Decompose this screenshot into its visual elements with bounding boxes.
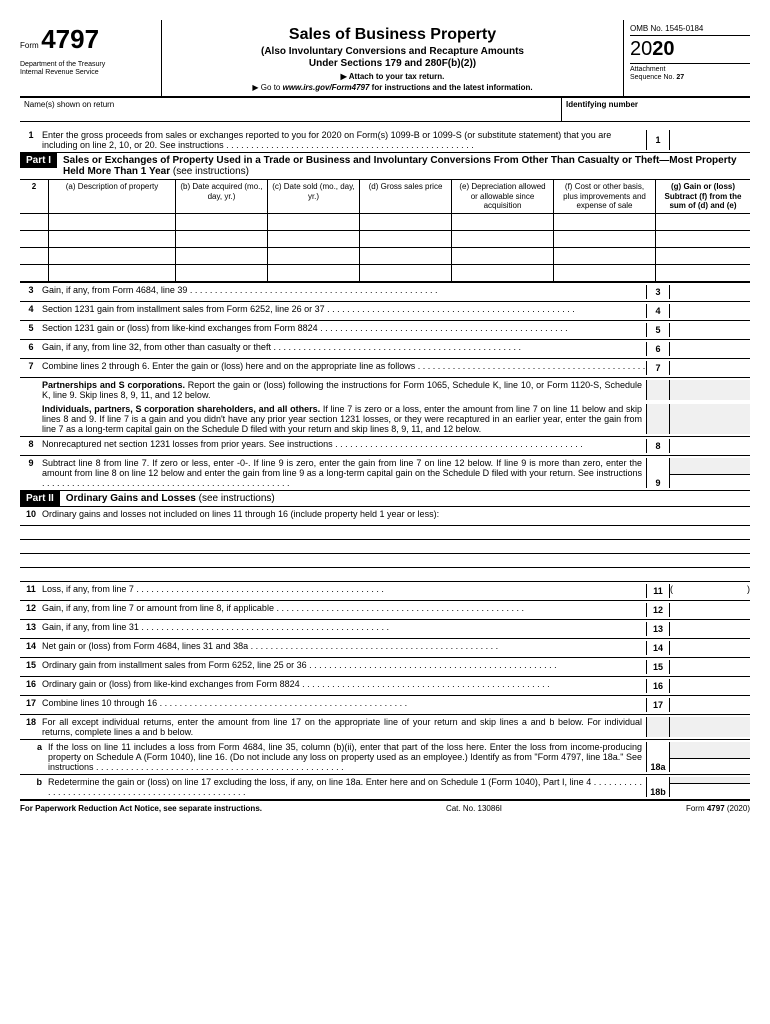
- line-1-box: 1: [646, 130, 670, 150]
- line-17: 17 Combine lines 10 through 16 17: [20, 695, 750, 714]
- form-footer: For Paperwork Reduction Act Notice, see …: [20, 799, 750, 813]
- line-7: 7 Combine lines 2 through 6. Enter the g…: [20, 358, 750, 377]
- paperwork-notice: For Paperwork Reduction Act Notice, see …: [20, 804, 262, 813]
- line-1: 1 Enter the gross proceeds from sales or…: [20, 128, 750, 152]
- col-c: (c) Date sold (mo., day, yr.): [268, 180, 360, 213]
- line-8-value[interactable]: [670, 439, 750, 453]
- col-a: (a) Description of property: [49, 180, 176, 213]
- subtitle-2: Under Sections 179 and 280F(b)(2)): [170, 58, 615, 70]
- line-4: 4 Section 1231 gain from installment sal…: [20, 301, 750, 320]
- name-id-row: Name(s) shown on return Identifying numb…: [20, 98, 750, 122]
- col-d: (d) Gross sales price: [360, 180, 452, 213]
- line-17-value[interactable]: [670, 698, 750, 712]
- footer-form-ref: Form 4797 (2020): [686, 804, 750, 813]
- instr-attach: Attach to your tax return.: [170, 72, 615, 81]
- dept-treasury: Department of the Treasury: [20, 61, 155, 69]
- col-b: (b) Date acquired (mo., day, yr.): [176, 180, 268, 213]
- omb-number: OMB No. 1545-0184: [630, 24, 750, 36]
- line-10-rows[interactable]: [20, 525, 750, 582]
- form-number: 4797: [41, 24, 99, 54]
- partnerships-block: Partnerships and S corporations. Report …: [20, 377, 750, 402]
- line-11-value[interactable]: (): [670, 584, 750, 598]
- line-2-num: 2: [20, 180, 49, 213]
- line-8: 8 Nonrecaptured net section 1231 losses …: [20, 436, 750, 455]
- line-9-value[interactable]: [670, 475, 750, 488]
- names-field[interactable]: Name(s) shown on return: [20, 98, 562, 121]
- col-g: (g) Gain or (loss) Subtract (f) from the…: [656, 180, 751, 213]
- line-16: 16 Ordinary gain or (loss) from like-kin…: [20, 676, 750, 695]
- line-15: 15 Ordinary gain from installment sales …: [20, 657, 750, 676]
- line-1-value[interactable]: [670, 130, 750, 150]
- line-18: 18 For all except individual returns, en…: [20, 714, 750, 739]
- line-11: 11 Loss, if any, from line 7 11 (): [20, 582, 750, 600]
- table-row[interactable]: [20, 213, 750, 230]
- line-4-value[interactable]: [670, 304, 750, 318]
- line-13: 13 Gain, if any, from line 31 13: [20, 619, 750, 638]
- individuals-block: Individuals, partners, S corporation sha…: [20, 402, 750, 436]
- line-14: 14 Net gain or (loss) from Form 4684, li…: [20, 638, 750, 657]
- line-5-value[interactable]: [670, 323, 750, 337]
- part-1-header: Part I Sales or Exchanges of Property Us…: [20, 152, 750, 180]
- form-label: Form: [20, 41, 39, 50]
- line-3: 3 Gain, if any, from Form 4684, line 39 …: [20, 282, 750, 301]
- line-6-value[interactable]: [670, 342, 750, 356]
- form-4797: Form 4797 Department of the Treasury Int…: [20, 20, 750, 813]
- sequence-no: Sequence No. 27: [630, 74, 750, 82]
- line-18b-value[interactable]: [670, 784, 750, 797]
- line-7-value[interactable]: [670, 361, 750, 375]
- line-15-value[interactable]: [670, 660, 750, 674]
- form-title: Sales of Business Property: [170, 26, 615, 44]
- dept-irs: Internal Revenue Service: [20, 69, 155, 77]
- col-f: (f) Cost or other basis, plus improvemen…: [554, 180, 656, 213]
- line-13-value[interactable]: [670, 622, 750, 636]
- table-row[interactable]: [20, 230, 750, 247]
- form-header: Form 4797 Department of the Treasury Int…: [20, 20, 750, 98]
- line-16-value[interactable]: [670, 679, 750, 693]
- instr-goto: Go to www.irs.gov/Form4797 for instructi…: [170, 83, 615, 92]
- line-12-value[interactable]: [670, 603, 750, 617]
- identifying-number-field[interactable]: Identifying number: [562, 98, 750, 121]
- part-2-header: Part II Ordinary Gains and Losses (see i…: [20, 490, 750, 507]
- line-18a-value[interactable]: [670, 759, 750, 772]
- line-5: 5 Section 1231 gain or (loss) from like-…: [20, 320, 750, 339]
- line-12: 12 Gain, if any, from line 7 or amount f…: [20, 600, 750, 619]
- header-left: Form 4797 Department of the Treasury Int…: [20, 20, 162, 96]
- property-table: 2 (a) Description of property (b) Date a…: [20, 180, 750, 282]
- line-18b: b Redetermine the gain or (loss) on line…: [20, 774, 750, 799]
- header-center: Sales of Business Property (Also Involun…: [162, 20, 624, 96]
- line-18a: a If the loss on line 11 includes a loss…: [20, 739, 750, 774]
- table-row[interactable]: [20, 247, 750, 264]
- line-3-value[interactable]: [670, 285, 750, 299]
- header-right: OMB No. 1545-0184 2020 Attachment Sequen…: [624, 20, 750, 96]
- attachment-label: Attachment: [630, 66, 750, 74]
- tax-year: 2020: [630, 38, 750, 64]
- table-row[interactable]: [20, 264, 750, 281]
- line-10: 10 Ordinary gains and losses not include…: [20, 507, 750, 525]
- col-e: (e) Depreciation allowed or allowable si…: [452, 180, 554, 213]
- line-9: 9 Subtract line 8 from line 7. If zero o…: [20, 455, 750, 490]
- line-14-value[interactable]: [670, 641, 750, 655]
- subtitle-1: (Also Involuntary Conversions and Recapt…: [170, 46, 615, 58]
- line-6: 6 Gain, if any, from line 32, from other…: [20, 339, 750, 358]
- cat-no: Cat. No. 13086I: [446, 804, 502, 813]
